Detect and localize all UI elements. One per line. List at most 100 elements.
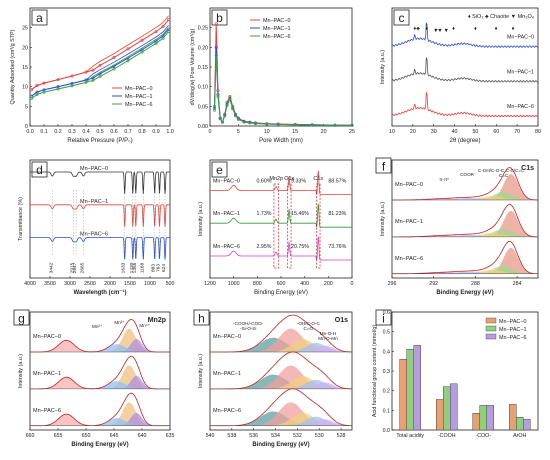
envelope-line [30,319,170,353]
y-tick-label: 0.05 [198,104,208,110]
fit-component [30,328,170,352]
c-percent: 81.23% [328,211,346,217]
data-point [310,123,314,127]
data-point [126,59,130,63]
o-percent: 20.75% [291,244,309,250]
data-point [140,38,144,42]
data-point [84,80,88,84]
xps-survey-trace [210,170,352,195]
x-tick-label: 10 [264,129,270,135]
series-label: Mn−PAC−0 [33,334,61,340]
x-tick-label: 0.0 [26,129,33,135]
x-tick-label: 650 [82,433,91,439]
data-point [29,88,33,92]
peak-label: 1633 [121,262,127,273]
xrd-trace [391,57,539,83]
panel-letter-box [375,309,392,326]
x-tick-label: 20 [410,129,416,135]
data-point [91,68,95,72]
x-axis-label: 2θ (degree) [449,138,480,144]
series-label: Mn−PAC−1 [507,69,534,75]
data-point [42,90,46,94]
legend-label: Mn−PAC−1 [125,94,152,100]
peak-label: 2665 [79,262,85,273]
panel-e: 1200 1000 800 600 400 200 0 Binding Energy (eV)… [198,159,354,296]
mn-percent: 2.95% [256,244,271,250]
x-tick-label: 0.9 [152,129,159,135]
data-point [35,93,39,97]
data-point [228,97,232,101]
x-tick-label: 288 [471,281,480,287]
x-tick-label: 645 [110,433,119,439]
x-tick-label: 0.1 [40,129,47,135]
plot-frame [29,311,171,431]
legend-swatch [485,333,497,340]
component-label: Mn-O-H [320,331,336,336]
panel-letter: h [198,312,205,326]
fit-component [392,272,538,274]
plot-frame [391,159,539,279]
data-point [220,120,224,124]
panel-letter-box [393,9,410,26]
bar [486,405,494,431]
x-tick-label: 528 [337,433,346,439]
series-label: Mn−PAC−6 [213,408,241,414]
data-point [29,96,33,100]
data-point [56,87,60,91]
data-point [56,78,60,82]
envelope-line [30,355,170,390]
panel-letter-box [13,309,30,326]
data-point [98,63,102,67]
data-point [167,18,171,22]
phase-marker: ▼ [433,28,438,34]
fit-component [392,269,538,274]
x-tick-label: 1500 [124,281,136,287]
x-axis-label: Binding Energy (eV) [252,442,309,448]
series-label: Mn−PAC−0 [213,334,241,340]
x-tick-label: 0.6 [110,129,117,135]
y-axis-label: Intensity (a.u.) [198,202,204,236]
xps-survey-trace [210,203,352,228]
peak-label: 2915 [69,262,75,273]
x-tick-label: 1.0 [166,129,173,135]
phase-marker: ♦ [413,26,416,32]
x-tick-label: 660 [26,433,35,439]
y-tick-label: 5 [25,104,28,110]
x-tick-label: 536 [249,433,258,439]
data-point [276,122,280,126]
y-tick-label: 0.3 [383,369,390,375]
panel-letter: b [216,11,223,25]
bar [509,404,517,431]
bar [523,418,531,431]
x-tick-label: 538 [227,433,236,439]
x-tick-label: 4000 [24,281,36,287]
series-label: Mn−PAC−6 [33,408,61,414]
x-tick-label: 400 [300,281,309,287]
plot-frame [391,7,539,127]
fit-component [392,233,538,237]
bar [436,399,444,431]
panel-b: 0 5 10 15 20 25 Pore Width (nm) dV/dlog(w) Pore… [190,7,355,144]
peak-label: 1430 [129,262,135,273]
y-axis-label: Quantity Adsorbed (cm³/g STP) [10,29,16,104]
bar [450,383,458,431]
data-point [84,70,88,74]
phase-marker: ♦ [452,26,455,32]
bar [406,349,414,431]
x-axis-label: Binding Energy (eV) [254,290,308,296]
x-tick-label: 30 [431,129,437,135]
y-tick-label: 0.15 [198,65,208,71]
x-tick-label: 2000 [104,281,116,287]
x-axis-label: Wavelength (cm⁻¹) [74,289,127,296]
component-label: Mn²⁺ [92,324,103,329]
fit-component [392,198,538,200]
fit-component [30,365,170,389]
x-axis-label: Relative Pressure (P/P₀) [67,138,132,144]
data-point [248,121,252,125]
region-box [273,183,279,269]
panel-letter: i [382,312,385,326]
x-tick-label: 296 [388,281,397,287]
ftir-trace [30,171,170,195]
x-tick-label: 500 [166,281,175,287]
